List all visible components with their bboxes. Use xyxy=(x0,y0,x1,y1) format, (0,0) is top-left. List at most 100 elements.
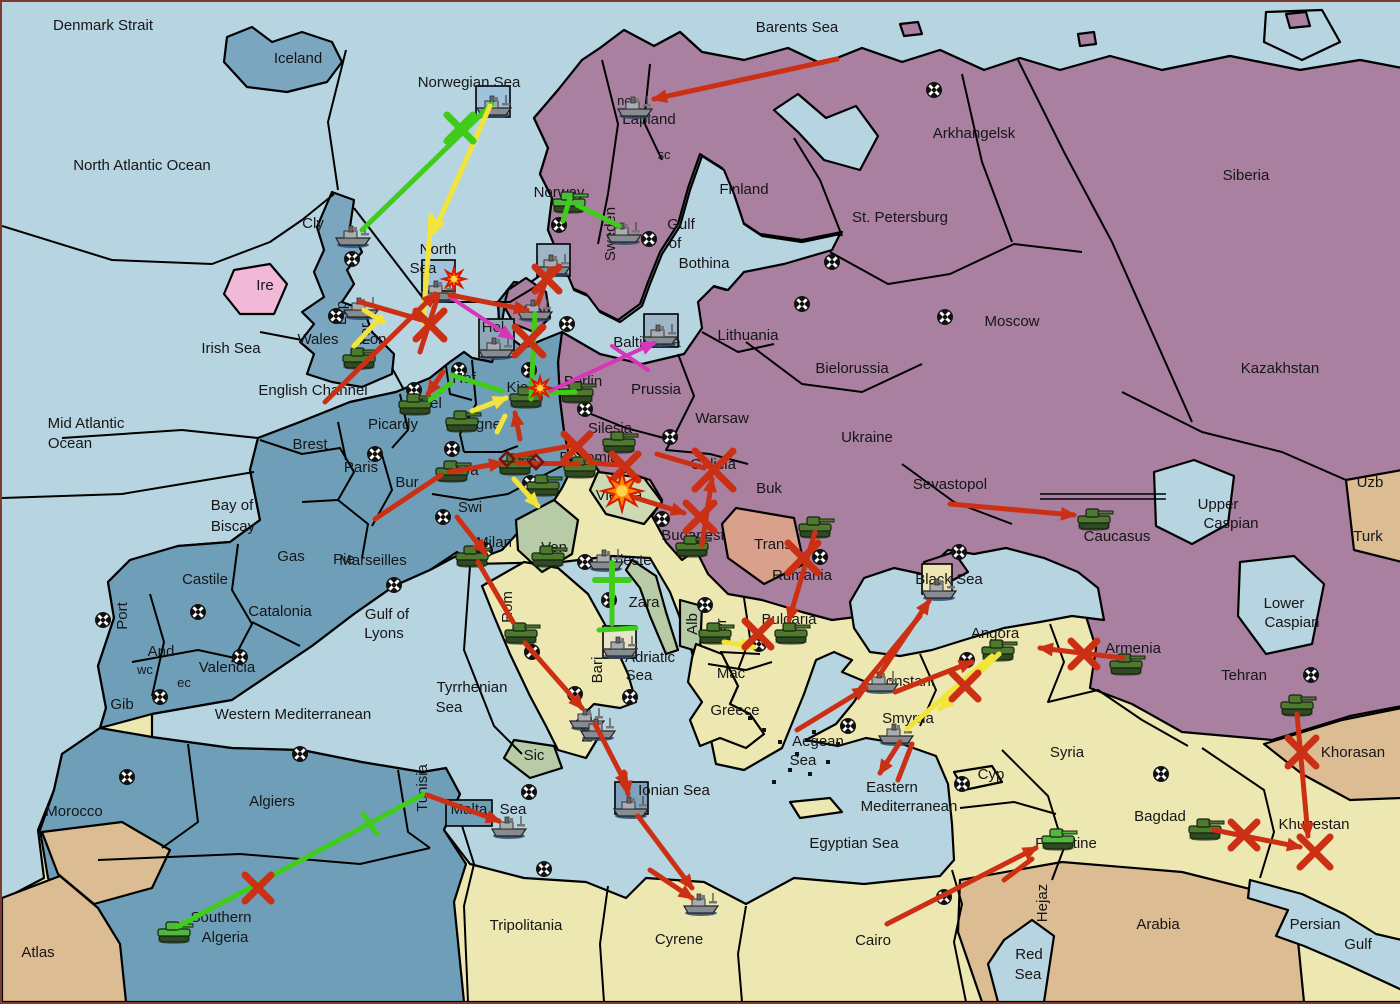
map-label: Khuzestan xyxy=(1279,816,1350,833)
map-label: Lithuania xyxy=(718,327,780,344)
map-label: Brest xyxy=(292,436,328,453)
province-border xyxy=(391,367,405,391)
region-morocco-south[interactable] xyxy=(40,820,172,906)
fleet-unit[interactable] xyxy=(601,636,639,659)
fleet-unit[interactable] xyxy=(490,816,528,839)
region-red-sea[interactable] xyxy=(986,918,1056,1002)
province-border xyxy=(463,565,523,755)
move-arrow xyxy=(424,792,502,824)
province-border xyxy=(231,543,253,663)
map-label: Gulf xyxy=(1344,936,1372,953)
province-border xyxy=(161,743,199,849)
region-crete[interactable] xyxy=(788,796,844,820)
region-upper-caspian[interactable] xyxy=(1152,458,1236,546)
region-ireland[interactable] xyxy=(222,262,289,316)
province-border xyxy=(301,499,369,559)
map-label: Picardy xyxy=(368,416,419,433)
fleet-unit[interactable] xyxy=(605,222,643,245)
support-line xyxy=(359,101,495,233)
army-unit[interactable] xyxy=(675,535,712,558)
fleet-unit[interactable] xyxy=(616,96,654,119)
support-line xyxy=(596,625,639,633)
supply-center-icon xyxy=(824,254,840,270)
failed-order-x-mark xyxy=(1067,637,1101,671)
supply-center-icon xyxy=(292,746,308,762)
map-label: Armenia xyxy=(1105,640,1162,657)
region-islet-2[interactable] xyxy=(1076,30,1098,48)
province-border xyxy=(464,445,519,453)
region-kara-sea[interactable] xyxy=(1262,8,1342,62)
fleet-unit[interactable] xyxy=(877,723,915,746)
island-dot xyxy=(772,780,776,784)
army-unit[interactable] xyxy=(435,460,472,483)
map-label: Western Mediterranean xyxy=(215,706,371,723)
region-white-sea[interactable] xyxy=(772,92,880,172)
map-label: Sevastopol xyxy=(913,476,987,493)
army-unit[interactable] xyxy=(1280,694,1317,717)
cut-support-x-mark xyxy=(443,111,477,145)
failed-order-x-mark xyxy=(948,669,982,703)
army-unit[interactable] xyxy=(157,921,194,944)
province-border xyxy=(585,411,665,439)
map-label: Castile xyxy=(182,571,228,588)
map-label: Buk xyxy=(756,480,782,497)
fleet-unit[interactable] xyxy=(682,893,720,916)
province-border xyxy=(445,365,473,401)
map-label: Ocean xyxy=(48,435,92,452)
map-label: And xyxy=(148,643,175,660)
island-dot xyxy=(778,740,782,744)
move-arrow xyxy=(884,845,1039,927)
move-arrow xyxy=(514,460,582,467)
map-label: Kazakhstan xyxy=(1241,360,1319,377)
army-unit[interactable] xyxy=(774,622,811,645)
map-label: Caucasus xyxy=(1084,528,1151,545)
support-line xyxy=(360,811,380,837)
army-unit[interactable] xyxy=(1077,508,1114,531)
map-label: Alb xyxy=(684,613,701,635)
province-border xyxy=(353,207,551,303)
region-islet-3[interactable] xyxy=(1284,10,1312,30)
move-arrow xyxy=(877,739,903,776)
region-greece[interactable] xyxy=(686,642,766,750)
hold-support-plus-mark xyxy=(592,560,632,600)
fleet-unit[interactable] xyxy=(334,225,372,248)
region-islet-1[interactable] xyxy=(898,20,924,38)
retreat-arrow xyxy=(610,344,650,372)
region-turkestan[interactable] xyxy=(1344,469,1400,563)
province-border xyxy=(1001,749,1065,881)
supply-center-icon xyxy=(794,296,810,312)
supply-center-icon xyxy=(926,82,942,98)
map-label: Bothina xyxy=(679,255,731,272)
map-label: Adriatic xyxy=(625,649,676,666)
province-border xyxy=(599,885,609,1002)
army-unit[interactable] xyxy=(504,622,541,645)
army-unit[interactable] xyxy=(509,386,546,409)
army-unit[interactable] xyxy=(531,545,568,568)
orders-layer xyxy=(174,56,1334,930)
army-unit[interactable] xyxy=(398,393,435,416)
supply-center-icon xyxy=(435,509,451,525)
move-arrow xyxy=(618,769,633,797)
province-border xyxy=(719,651,761,655)
map-label: Lvp xyxy=(333,301,350,325)
region-lower-caspian[interactable] xyxy=(1236,554,1326,656)
army-unit[interactable] xyxy=(1109,653,1146,676)
region-transylvania[interactable] xyxy=(720,506,806,586)
island-dot xyxy=(812,730,816,734)
map-label: Morocco xyxy=(45,803,103,820)
province-border xyxy=(707,661,773,671)
province-border xyxy=(745,341,923,393)
move-arrow xyxy=(512,443,573,459)
map-label: North Atlantic Ocean xyxy=(73,157,211,174)
map-label: Tyrrhenian xyxy=(437,679,508,696)
region-persian-gulf[interactable] xyxy=(1246,878,1400,991)
army-unit[interactable] xyxy=(563,456,600,479)
support-move-arrow xyxy=(469,395,509,414)
army-unit[interactable] xyxy=(1041,828,1078,851)
map-label: Zara xyxy=(629,594,661,611)
region-croatia[interactable] xyxy=(624,558,680,656)
fleet-unit[interactable] xyxy=(477,337,515,360)
map-label: Arabia xyxy=(1136,916,1180,933)
